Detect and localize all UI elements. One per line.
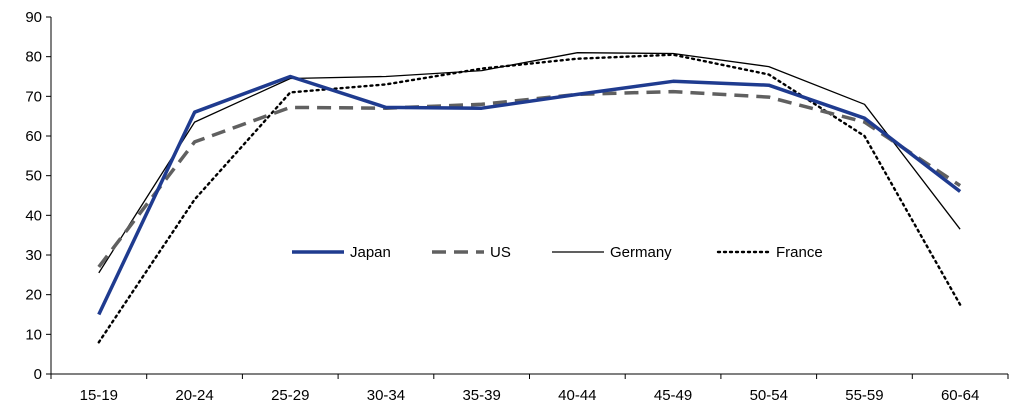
series-lines	[97, 52, 962, 344]
legend-label-germany: Germany	[610, 244, 672, 261]
x-tick-label: 45-49	[654, 387, 692, 404]
y-tick-label: 20	[25, 287, 42, 304]
y-tick-label: 10	[25, 326, 42, 343]
legend: Japan US Germany France	[292, 244, 823, 261]
y-tick-label: 60	[25, 128, 42, 145]
legend-label-japan: Japan	[350, 244, 391, 261]
series-line-japan	[97, 74, 962, 316]
legend-label-us: US	[490, 244, 511, 261]
x-tick-label: 40-44	[558, 387, 596, 404]
y-tick-label: 0	[34, 366, 42, 383]
series-line-us	[97, 89, 962, 268]
x-tick-label: 35-39	[462, 387, 500, 404]
series-line-france	[97, 53, 962, 344]
y-tick-label: 70	[25, 88, 42, 105]
x-tick-label: 25-29	[271, 387, 309, 404]
y-tick-label: 80	[25, 49, 42, 66]
x-tick-label: 55-59	[845, 387, 883, 404]
y-tick-label: 90	[25, 9, 42, 26]
x-tick-label: 50-54	[750, 387, 788, 404]
y-tick-label: 50	[25, 168, 42, 185]
x-tick-label: 15-19	[80, 387, 118, 404]
legend-label-france: France	[776, 244, 823, 261]
x-tick-label: 30-34	[367, 387, 405, 404]
x-tick-label: 20-24	[175, 387, 213, 404]
x-tick-label: 60-64	[941, 387, 979, 404]
y-tick-label: 40	[25, 207, 42, 224]
y-tick-label: 30	[25, 247, 42, 264]
axes: 0 10 20 30 40 50 60 70 80 90 15-19 20-24 25-29 30-34 3…	[25, 9, 1009, 404]
series-line-germany	[98, 52, 961, 274]
